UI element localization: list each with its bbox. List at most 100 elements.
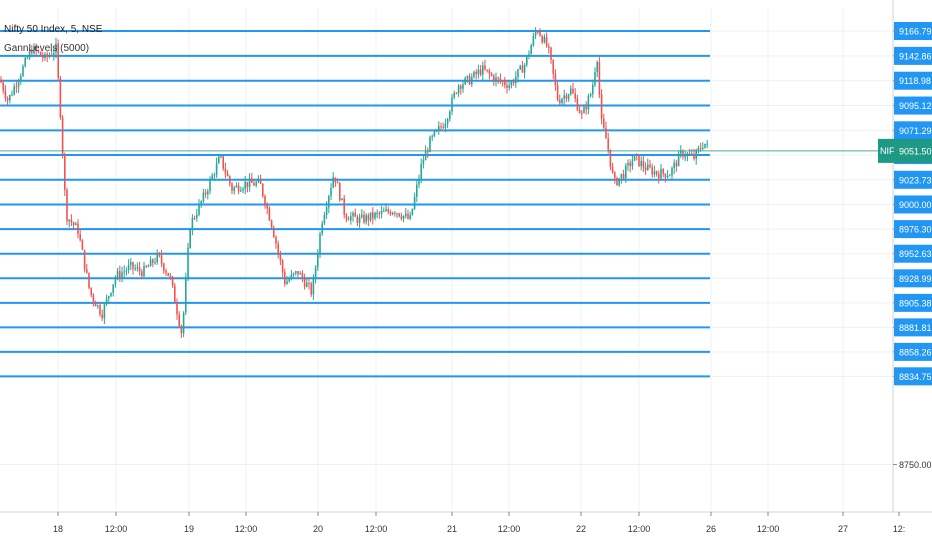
price-tick-label: 9095.12 (899, 101, 932, 111)
price-label-bg (894, 96, 932, 115)
candle-body (182, 312, 185, 334)
candle-body (691, 153, 693, 155)
candle-body (706, 143, 708, 145)
candle-body (449, 111, 451, 120)
candle-body (231, 183, 233, 191)
candle-body (510, 81, 513, 86)
candle-body (592, 85, 594, 95)
candle-body (570, 88, 572, 95)
candle-body (4, 90, 7, 99)
candle-body (686, 153, 689, 157)
candle-body (589, 94, 592, 97)
price-label-bg (894, 318, 932, 337)
candle-body (310, 283, 312, 295)
time-tick-label: 12:00 (628, 524, 651, 534)
candle-body (110, 292, 112, 297)
candle-body (526, 55, 528, 65)
candle-body (352, 212, 354, 217)
candle-body (512, 81, 515, 84)
candle-body (391, 212, 394, 215)
candle-body (292, 273, 295, 275)
candle-body (416, 184, 418, 197)
candle-body (22, 66, 24, 76)
candle-body (31, 50, 33, 54)
candle-body (578, 110, 581, 113)
candle-body (468, 75, 471, 85)
candle-body (636, 154, 638, 156)
candle-body (658, 174, 660, 179)
candle-body (565, 95, 568, 99)
candle-body (39, 51, 42, 56)
candle-body (662, 169, 664, 174)
candle-body (515, 77, 517, 84)
price-label-bg (894, 220, 932, 239)
candle-body (664, 173, 667, 178)
time-axis-bg (0, 512, 932, 550)
candle-body (46, 54, 48, 57)
candle-body (572, 88, 574, 94)
candle-body (134, 268, 136, 270)
candle-body (594, 71, 596, 86)
candle-body (471, 77, 473, 85)
candle-body (321, 223, 323, 234)
candle-body (237, 185, 240, 192)
candle-body (266, 205, 268, 209)
candle-body (125, 270, 128, 272)
candle-body (413, 196, 416, 209)
candle-body (479, 69, 482, 75)
candle-body (490, 73, 493, 76)
candle-body (270, 220, 273, 228)
candle-body (165, 270, 167, 273)
candle-body (44, 54, 46, 59)
candle-body (248, 178, 251, 188)
candle-body (284, 272, 286, 285)
candle-body (303, 278, 306, 287)
candle-body (77, 223, 79, 235)
candle-body (264, 196, 266, 206)
candle-body (220, 156, 222, 158)
candle-body (561, 98, 563, 104)
candle-body (466, 75, 469, 78)
candle-body (614, 172, 616, 179)
candle-body (574, 93, 576, 99)
candle-body (616, 178, 618, 186)
time-tick-label: 12:00 (498, 524, 521, 534)
candle-body (369, 212, 372, 221)
candle-body (319, 233, 321, 255)
candle-body (376, 212, 378, 214)
candle-body (528, 54, 530, 56)
candle-body (35, 46, 37, 51)
candle-body (699, 148, 702, 150)
candle-body (611, 166, 614, 173)
candle-body (273, 227, 275, 238)
candle-body (473, 71, 475, 78)
price-tick-label: 8750.00 (899, 460, 932, 470)
candle-body (209, 179, 211, 192)
candle-body (66, 189, 68, 222)
candle-body (178, 314, 180, 327)
candle-body (504, 81, 506, 86)
candle-body (660, 169, 662, 179)
candle-body (295, 271, 297, 274)
chart-legend-title: Nifty 50 Index, 5, NSE (4, 24, 103, 35)
candle-body (204, 192, 207, 195)
candle-body (312, 278, 315, 295)
candle-body (693, 153, 695, 159)
candle-body (224, 168, 227, 174)
candle-body (299, 272, 301, 275)
candle-body (669, 175, 671, 177)
price-tick-label: 9023.73 (899, 175, 932, 185)
candle-body (541, 35, 543, 43)
candle-body (618, 178, 620, 186)
candle-body (409, 214, 411, 219)
candle-body (103, 304, 106, 319)
candle-body (306, 283, 308, 287)
candle-body (88, 272, 90, 288)
candle-body (149, 259, 152, 267)
price-tick-label: 8881.81 (899, 323, 932, 333)
candle-body (363, 214, 365, 223)
candle-body (440, 126, 442, 128)
candle-body (446, 119, 449, 124)
candle-body (605, 127, 607, 139)
